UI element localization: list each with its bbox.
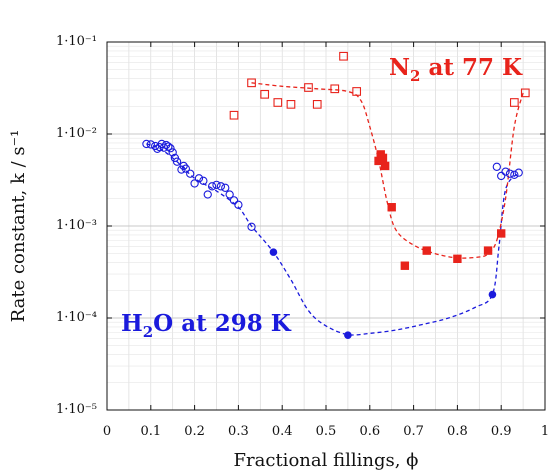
n2-open-point <box>509 98 519 107</box>
h2o-open-point <box>510 170 519 179</box>
x-tick-label: 0.2 <box>184 424 205 439</box>
y-tick-label: 1·10⁻¹ <box>56 34 97 49</box>
n2-filled-point <box>497 229 506 238</box>
h2o-open-point <box>492 162 501 171</box>
n2-open-point <box>273 98 283 107</box>
h2o-open-point <box>216 182 226 191</box>
n2-filled-point <box>374 156 383 166</box>
n2-label-sub: 2 <box>410 67 420 85</box>
h2o-open-point <box>505 169 515 178</box>
n2-filled-point <box>387 203 396 212</box>
n2-open-point <box>304 83 313 92</box>
y-axis-title: Rate constant, k / s⁻¹ <box>8 130 29 323</box>
h2o-filled-point <box>344 331 352 340</box>
h2o-label-sub: 2 <box>143 323 153 341</box>
x-tick-label: 0.6 <box>359 424 380 439</box>
h2o-open-point <box>229 196 239 205</box>
n2-open-point <box>286 100 296 109</box>
n2-filled-point <box>380 161 390 171</box>
h2o-open-point <box>190 179 199 188</box>
h2o-filled-point <box>269 248 278 256</box>
y-tick-label: 1·10⁻⁴ <box>56 310 97 325</box>
h2o-open-point <box>514 168 523 177</box>
n2-filled-point <box>378 153 388 163</box>
h2o-open-point <box>501 167 510 176</box>
h2o-open-point <box>212 180 221 190</box>
h2o-filled-point <box>488 290 497 299</box>
h2o-open-point <box>179 161 188 171</box>
h2o-series-label: H2O at 298 K <box>121 310 292 341</box>
h2o-open-point <box>234 200 243 209</box>
y-axis-title-text: Rate constant, k / s⁻¹ <box>8 130 29 323</box>
n2-open-point <box>229 110 239 120</box>
n2-filled-point <box>422 246 431 255</box>
n2-open-point <box>312 100 322 109</box>
x-tick-label: 0.5 <box>316 424 337 439</box>
h2o-open-point <box>146 140 155 149</box>
x-tick-label: 1 <box>541 424 549 439</box>
n2-filled-point <box>400 261 410 270</box>
n2-open-point <box>352 87 362 96</box>
h2o-open-point <box>194 174 204 183</box>
h2o-open-point <box>166 144 175 153</box>
h2o-open-point <box>199 176 208 185</box>
n2-filled-point <box>453 254 462 264</box>
h2o-open-point <box>225 190 234 199</box>
n2-open-point <box>260 89 270 99</box>
n2-open-point <box>330 84 340 94</box>
x-tick-label: 0.8 <box>447 424 468 439</box>
x-tick-label: 0.1 <box>140 424 161 439</box>
h2o-open-point <box>172 157 182 166</box>
h2o-label-rest: O at 298 K <box>153 310 292 337</box>
h2o-open-point <box>203 190 212 199</box>
x-tick-label: 0.7 <box>403 424 424 439</box>
x-axis-title: Fractional fillings, ϕ <box>234 450 419 471</box>
y-tick-label: 1·10⁻² <box>56 126 97 141</box>
n2-label-main: N <box>389 54 410 81</box>
h2o-open-point <box>247 222 256 231</box>
n2-series-label: N2 at 77 K <box>389 54 523 85</box>
h2o-open-point <box>186 169 195 178</box>
n2-open-point <box>247 78 256 88</box>
n2-label-rest: at 77 K <box>420 54 523 81</box>
y-tick-label: 1·10⁻⁵ <box>56 402 97 417</box>
x-tick-label: 0 <box>103 424 111 439</box>
h2o-open-point <box>142 139 151 149</box>
n2-open-point <box>520 88 530 98</box>
fit-curves <box>146 82 524 336</box>
n2-filled-point <box>483 246 493 255</box>
h2o-open-point <box>164 142 173 151</box>
x-tick-label: 0.4 <box>272 424 293 439</box>
data-markers <box>142 51 530 340</box>
grid-lines <box>107 42 545 410</box>
x-axis-title-text: Fractional fillings, ϕ <box>234 450 419 471</box>
h2o-open-point <box>221 183 230 192</box>
h2o-open-point <box>497 171 506 181</box>
h2o-open-point <box>181 164 190 173</box>
n2-open-point <box>339 51 348 61</box>
y-tick-label: 1·10⁻³ <box>56 218 97 233</box>
axis-ticks: 0 0.1 0.2 0.3 0.4 0.5 0.6 0.7 0.8 0.9 1 1·10⁻⁵ 1·10⁻… <box>56 34 549 439</box>
x-tick-label: 0.9 <box>491 424 512 439</box>
h2o-fit-curve <box>146 143 520 336</box>
h2o-open-point <box>159 143 169 152</box>
h2o-label-main: H <box>121 310 143 337</box>
x-tick-label: 0.3 <box>228 424 249 439</box>
h2o-open-point <box>168 148 177 157</box>
h2o-open-point <box>207 182 217 191</box>
